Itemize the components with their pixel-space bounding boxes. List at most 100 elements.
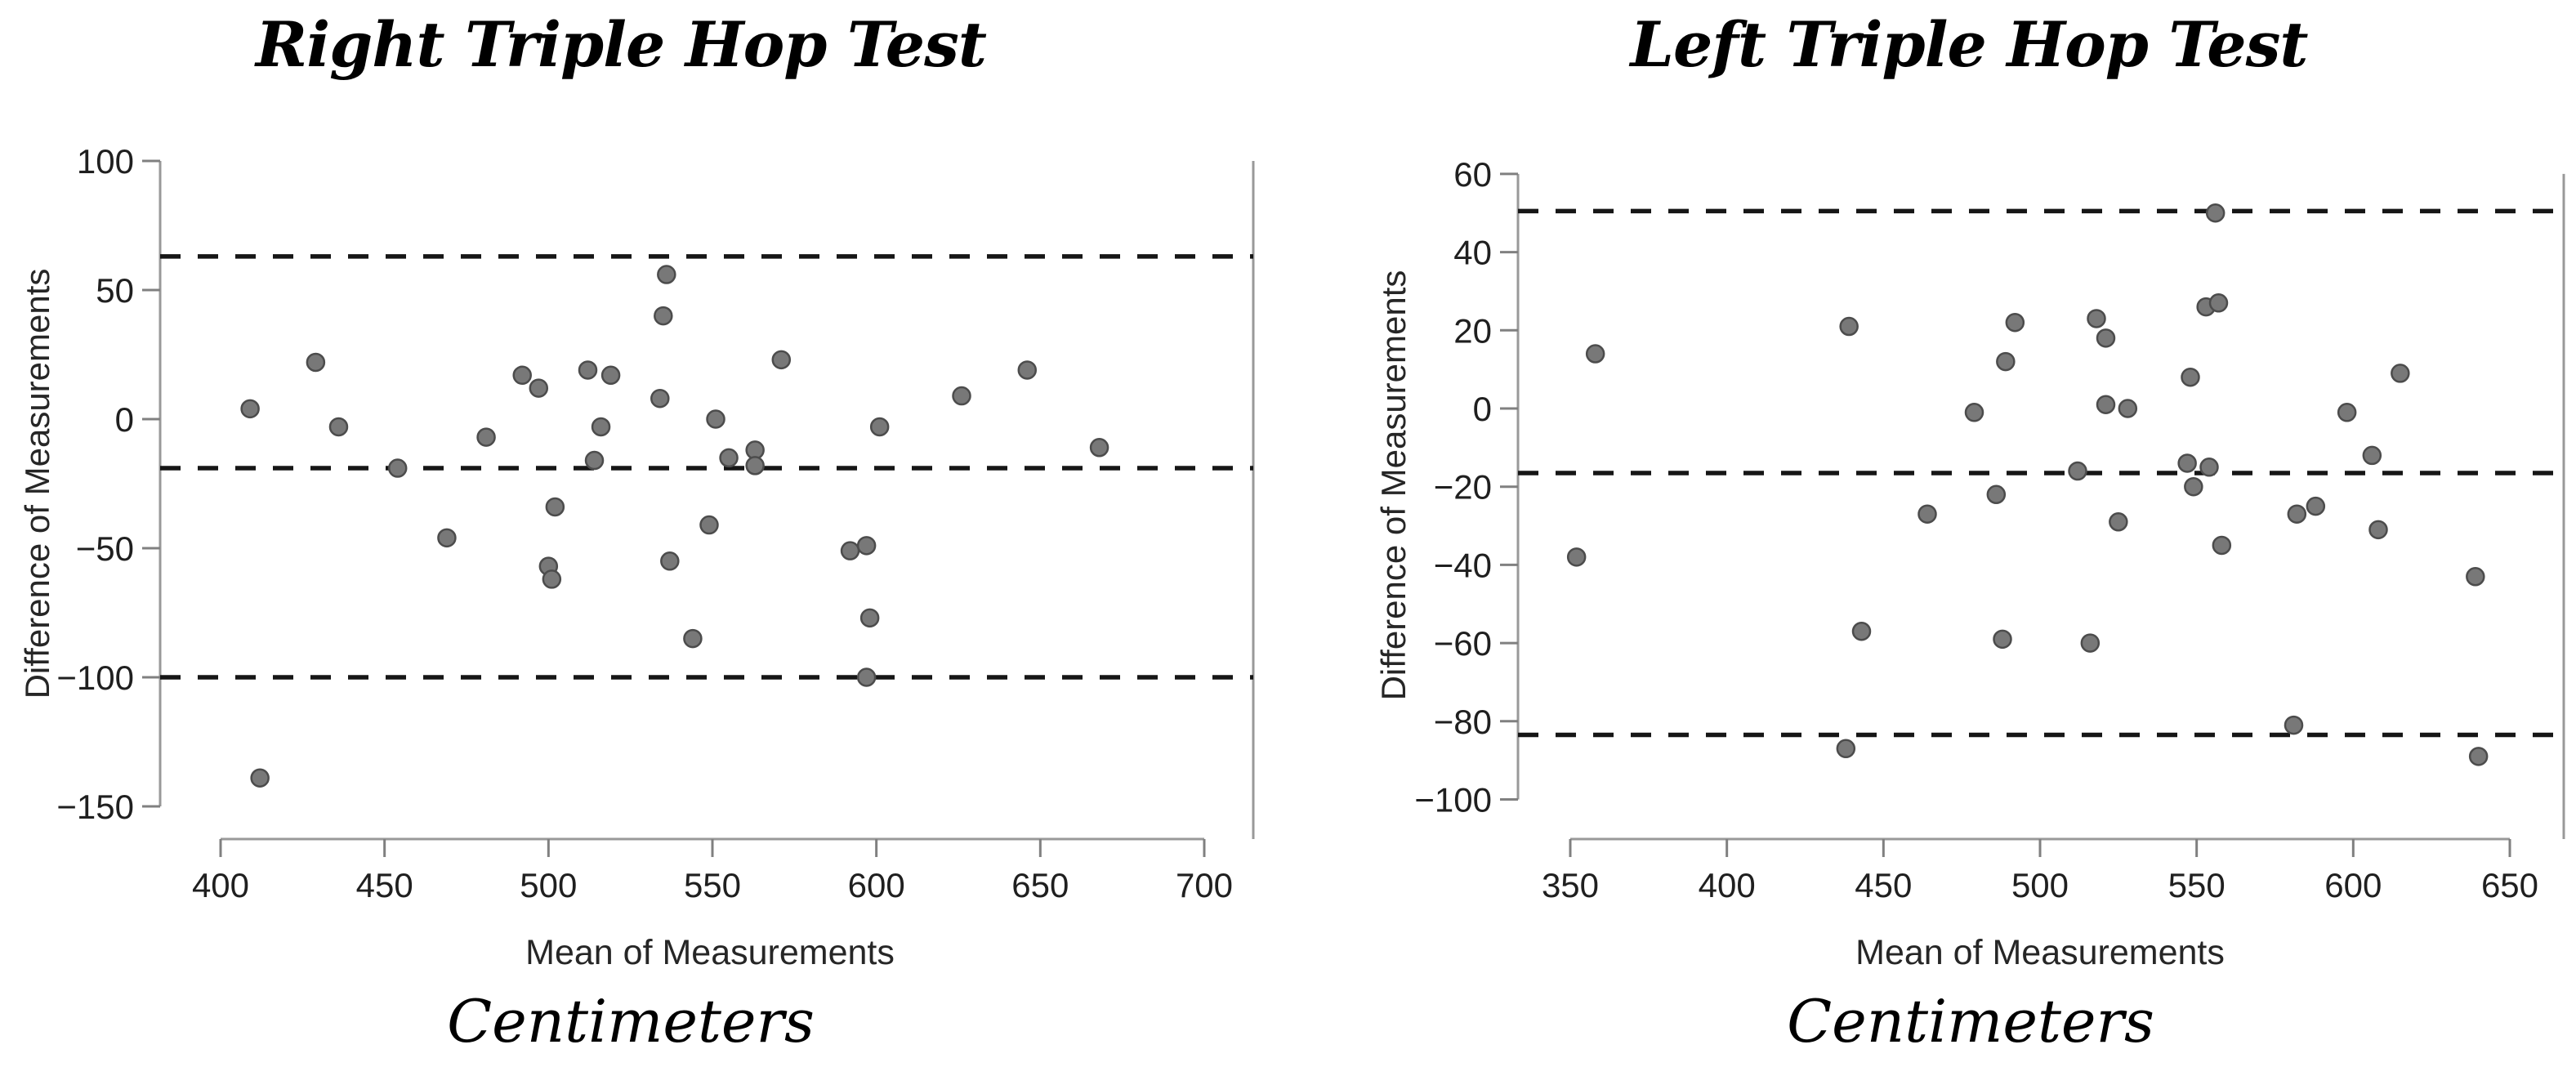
data-point: [840, 541, 860, 560]
data-point: [1986, 484, 2007, 505]
x-tick-label: 650: [1011, 866, 1069, 904]
data-point: [719, 448, 739, 468]
data-point: [542, 569, 562, 589]
data-point: [2096, 395, 2116, 414]
y-tick-label: 100: [77, 142, 134, 181]
data-point: [512, 365, 532, 386]
x-tick-label: 350: [1542, 866, 1599, 904]
data-point: [2391, 364, 2410, 383]
data-point: [699, 515, 719, 535]
x-tick-label: 400: [192, 866, 249, 904]
units-label-left-triple-hop: Centimeters: [1787, 987, 2154, 1056]
data-point: [745, 456, 765, 475]
x-tick-label: 450: [1855, 866, 1912, 904]
data-point: [2184, 476, 2203, 497]
data-point: [2199, 458, 2219, 477]
data-point: [1993, 629, 2012, 650]
data-point: [250, 768, 270, 788]
chart-title-left-triple-hop: Left Triple Hop Test: [1630, 8, 2309, 81]
data-point: [1089, 438, 1109, 458]
y-tick-label: −80: [1434, 703, 1492, 741]
data-point: [328, 417, 349, 437]
data-point: [600, 365, 621, 386]
data-point: [2109, 512, 2128, 532]
data-point: [2284, 715, 2304, 735]
data-point: [387, 458, 408, 478]
chart-title-right-triple-hop: Right Triple Hop Test: [256, 8, 987, 81]
data-point: [437, 528, 457, 548]
x-tick-label: 650: [2481, 866, 2538, 904]
data-point: [859, 608, 880, 628]
data-point: [2287, 504, 2307, 524]
y-tick-label: −40: [1434, 546, 1492, 584]
data-point: [657, 265, 676, 284]
data-point: [869, 417, 890, 437]
y-tick-label: −60: [1434, 624, 1492, 663]
data-point: [856, 667, 877, 687]
data-point: [529, 378, 549, 398]
data-point: [856, 536, 877, 556]
data-point: [1017, 360, 1038, 380]
data-point: [1836, 739, 1856, 759]
units-label-right-triple-hop: Centimeters: [447, 987, 815, 1056]
data-point: [2005, 312, 2025, 333]
y-tick-label: 0: [115, 400, 134, 439]
data-point: [306, 352, 326, 373]
data-point: [2306, 496, 2326, 516]
data-point: [2205, 203, 2226, 223]
data-point: [650, 388, 670, 408]
x-tick-label: 550: [684, 866, 741, 904]
data-point: [2096, 328, 2116, 348]
x-axis-title-right-triple-hop: Mean of Measurements: [525, 933, 895, 972]
data-point: [578, 360, 598, 380]
x-tick-label: 500: [2011, 866, 2069, 904]
x-tick-label: 400: [1699, 866, 1756, 904]
y-tick-label: −20: [1434, 468, 1492, 507]
data-point: [2212, 535, 2232, 556]
left-triple-hop-chart: 60 40 20 0 −20 −40 −60 −80 −100 350 400 450 500 550 60…: [1414, 155, 2565, 904]
data-point: [2362, 445, 2382, 466]
x-tick-label: 550: [2168, 866, 2226, 904]
data-point: [2337, 403, 2357, 422]
data-point: [1566, 547, 1587, 567]
data-point: [591, 417, 611, 437]
data-point: [240, 399, 260, 419]
data-point: [2208, 293, 2229, 313]
y-tick-label: −50: [76, 529, 134, 568]
y-tick-label: 60: [1453, 155, 1492, 194]
x-tick-label: 700: [1176, 866, 1233, 904]
data-point: [2118, 399, 2138, 418]
y-tick-label: 0: [1473, 390, 1492, 428]
data-point: [1585, 344, 1605, 364]
data-point: [771, 350, 792, 370]
data-point: [2068, 461, 2087, 481]
x-axis-title-left-triple-hop: Mean of Measurements: [1855, 933, 2225, 972]
data-point: [2181, 367, 2200, 387]
y-tick-label: −100: [56, 659, 134, 697]
x-tick-label: 450: [356, 866, 413, 904]
y-axis-title-left-triple-hop: Difference of Measurements: [1374, 270, 1413, 701]
data-point: [1839, 316, 1859, 337]
data-point: [2177, 453, 2197, 473]
y-tick-label: 20: [1453, 311, 1492, 350]
y-tick-label: −100: [1414, 781, 1492, 819]
y-axis-title-right-triple-hop: Difference of Measurements: [18, 268, 56, 699]
data-point: [1917, 504, 1937, 524]
data-point: [2080, 633, 2101, 653]
data-point: [2466, 567, 2485, 587]
data-point: [660, 551, 680, 571]
data-point: [654, 306, 673, 326]
data-point: [584, 450, 605, 471]
data-point: [683, 628, 703, 649]
data-point: [1996, 351, 2016, 372]
data-point: [952, 386, 971, 406]
x-tick-label: 600: [2324, 866, 2382, 904]
x-tick-label: 500: [520, 866, 577, 904]
data-point: [2468, 747, 2489, 766]
data-point: [476, 427, 496, 447]
y-tick-label: −150: [56, 788, 134, 826]
x-tick-label: 600: [848, 866, 905, 904]
